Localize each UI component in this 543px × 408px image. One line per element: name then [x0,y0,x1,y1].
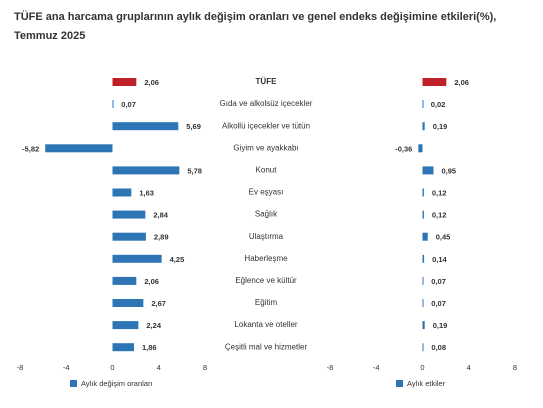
category-label: Ev eşyası [249,188,284,197]
bar [112,343,135,352]
value-label: 1,86 [142,343,157,352]
value-label: 1,63 [139,188,154,197]
value-label: 2,89 [154,233,169,242]
legend-label: Aylık değişim oranları [81,379,153,388]
legend-label: Aylık etkiler [407,379,446,388]
bar [112,321,139,330]
bar [422,166,434,175]
value-label: 0,12 [432,211,447,220]
value-label: -5,82 [22,144,39,153]
bar [422,276,424,285]
value-label: 0,45 [436,233,451,242]
value-label: 0,02 [431,100,446,109]
x-tick-label: -8 [327,363,334,372]
bar [112,78,137,86]
x-tick-label: -4 [63,363,70,372]
category-label: Alkollü içecekler ve tütün [222,121,310,130]
category-label: Haberleşme [244,254,288,263]
category-label: Konut [256,166,278,175]
x-tick-label: 4 [157,363,161,372]
bar [112,254,162,263]
category-label: Eğitim [255,298,278,307]
value-label: 2,06 [144,78,159,87]
value-label: 0,08 [431,343,446,352]
value-label: 0,12 [432,188,447,197]
value-label: 2,06 [454,78,469,87]
bar [112,276,137,285]
category-label: Eğlence ve kültür [235,276,297,285]
value-label: 0,14 [432,255,447,264]
category-label: Sağlık [255,210,278,219]
x-tick-label: -8 [17,363,24,372]
bar [422,78,447,86]
bar [422,254,425,263]
value-label: 0,07 [431,299,446,308]
bar [422,210,424,219]
chart-title: TÜFE ana harcama gruplarının aylık değiş… [14,11,497,42]
value-label: 0,07 [431,277,446,286]
x-tick-label: 0 [110,363,114,372]
value-label: 2,84 [153,211,168,220]
value-label: 2,06 [144,277,159,286]
value-label: 0,19 [433,321,448,330]
category-label: Lokanta ve oteller [234,320,297,329]
value-label: 0,07 [121,100,136,109]
category-label: Giyim ve ayakkabı [233,143,298,152]
category-label: Gıda ve alkolsüz içecekler [220,99,313,108]
value-label: 4,25 [170,255,185,264]
bar [422,100,424,109]
category-label: Ulaştırma [249,232,284,241]
x-tick-label: -4 [373,363,380,372]
bar [112,100,114,109]
bar [112,210,146,219]
bar [112,166,180,175]
bar [112,188,132,197]
value-label: 0,95 [441,166,456,175]
bar [422,122,425,131]
value-label: -0,36 [395,144,412,153]
value-label: 5,69 [186,122,201,131]
category-label: Çeşitli mal ve hizmetler [225,342,308,351]
category-label: TÜFE [256,77,278,86]
value-label: 2,24 [146,321,161,330]
legend-swatch [70,380,77,387]
x-tick-label: 4 [467,363,471,372]
value-label: 2,67 [151,299,166,308]
bar [422,188,424,197]
value-label: 5,78 [187,166,202,175]
bar [45,144,113,153]
bar [422,343,424,352]
x-tick-label: 8 [513,363,517,372]
bar [112,299,144,307]
legend-swatch [396,380,403,387]
value-label: 0,19 [433,122,448,131]
bar [422,299,424,307]
x-tick-label: 0 [420,363,424,372]
bar [112,232,146,241]
bar [418,144,423,153]
bar [422,321,425,330]
bar [422,232,428,241]
x-tick-label: 8 [203,363,207,372]
bar [112,122,179,131]
